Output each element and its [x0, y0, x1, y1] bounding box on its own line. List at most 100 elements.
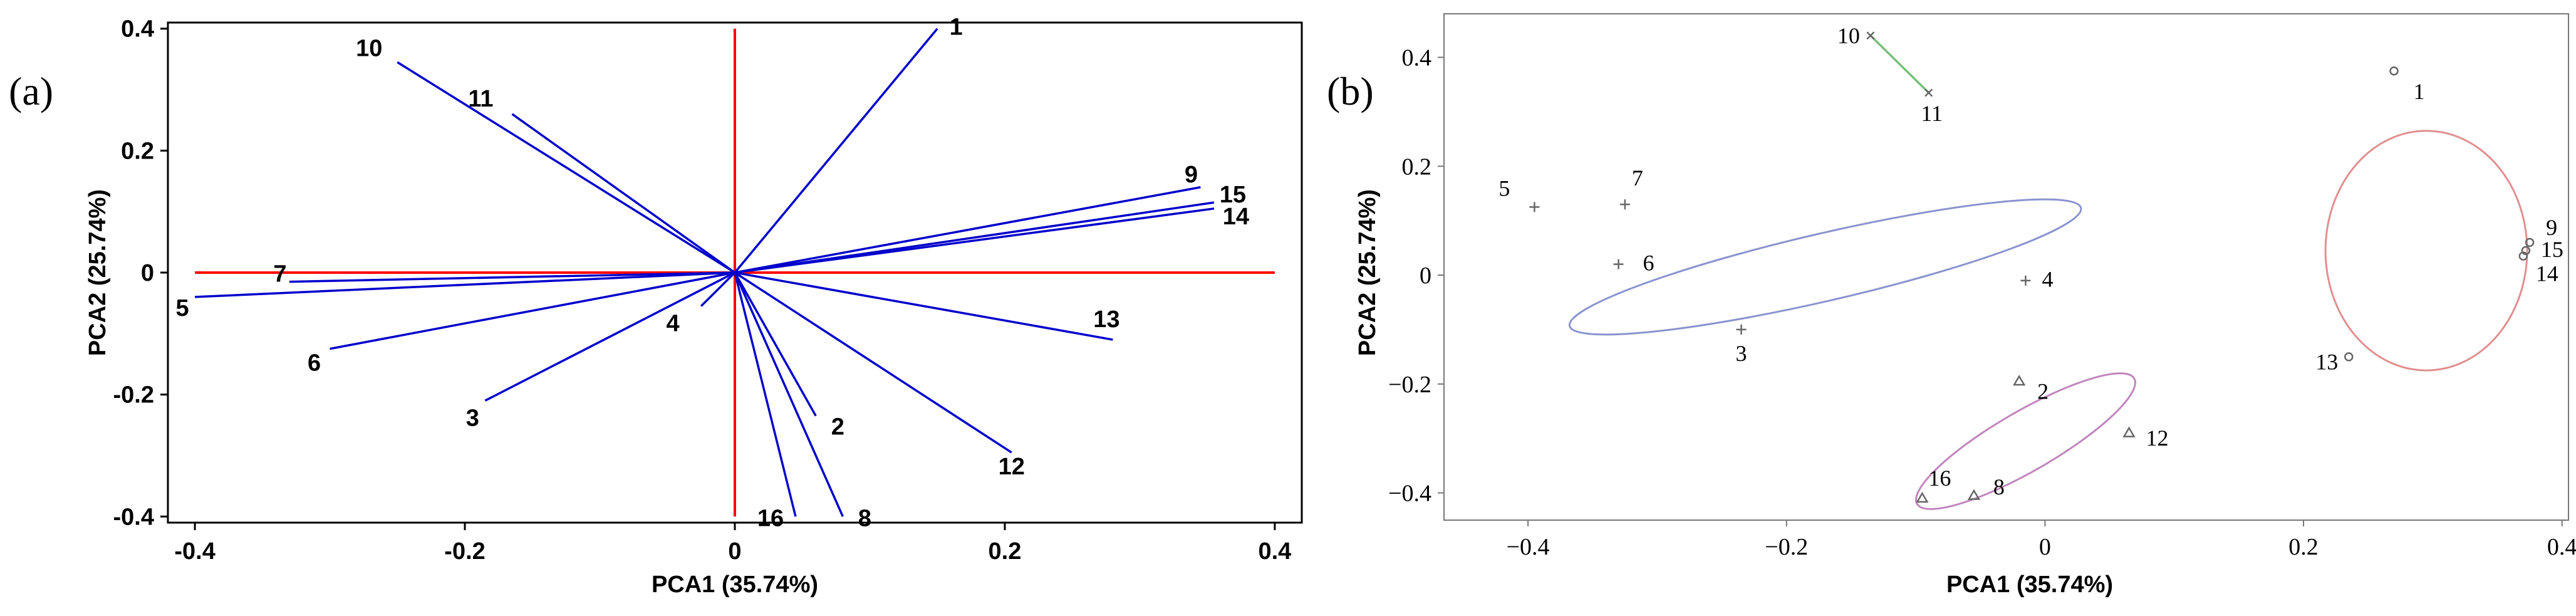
sample-point-9 [2525, 238, 2535, 248]
sample-label-16: 16 [1928, 466, 1951, 491]
loading-label-11: 11 [468, 86, 493, 112]
panel-b-y-tick-label: 0.4 [1402, 45, 1432, 71]
panel-a-x-tick-label: 0 [728, 538, 741, 565]
panel-b-group-ellipses [1568, 34, 2528, 510]
loading-label-6: 6 [308, 350, 321, 377]
sample-label-6: 6 [1643, 251, 1654, 276]
loading-label-16: 16 [757, 505, 784, 531]
loading-vector-13 [734, 271, 1113, 341]
cluster-link-group-green [1869, 34, 1929, 94]
panel-a-x-tick-label: 0.4 [1258, 538, 1291, 565]
sample-point-4 [2020, 275, 2031, 286]
panel-a-y-axis-title: PCA2 (25.74%) [85, 189, 111, 356]
loading-vector-1 [734, 28, 938, 274]
panel-b-y-axis-title: PCA2 (25.74%) [1354, 189, 1381, 356]
loading-vector-10 [397, 61, 735, 274]
sample-point-11 [1924, 88, 1933, 97]
panel-b-x-tick-label: 0.2 [2288, 534, 2319, 560]
panel-b-y-ticks: −0.4 −0.2 0 0.2 0.4 [1388, 45, 1444, 507]
loading-vector-9 [734, 186, 1201, 274]
sample-label-12: 12 [2146, 425, 2169, 451]
loading-label-8: 8 [858, 505, 871, 531]
loading-label-3: 3 [466, 405, 479, 431]
loading-label-4: 4 [667, 311, 680, 337]
panel-a-y-tick-label: -0.4 [113, 504, 154, 530]
sample-point-10 [1866, 31, 1875, 40]
sample-label-3: 3 [1736, 341, 1747, 366]
loading-label-2: 2 [831, 414, 844, 441]
sample-label-14: 14 [2536, 261, 2558, 286]
sample-label-15: 15 [2541, 237, 2563, 262]
panel-b-y-tick-label: −0.4 [1388, 481, 1431, 507]
sample-label-8: 8 [1993, 474, 2005, 499]
panel-a-x-ticks: -0.4 -0.2 0 0.2 0.4 [174, 523, 1291, 565]
cluster-ellipse-group-red [2324, 130, 2528, 372]
loading-vector-3 [484, 271, 735, 402]
panel-b-plot-frame [1443, 13, 2569, 521]
sample-point-1 [2389, 66, 2399, 76]
loading-vector-4 [700, 271, 736, 307]
sample-label-10: 10 [1837, 23, 1860, 48]
panel-a-label: (a) [9, 69, 53, 113]
panel-b-x-tick-label: 0 [2039, 534, 2051, 560]
sample-point-16 [1916, 491, 1929, 503]
panel-a-x-tick-label: -0.4 [174, 538, 215, 565]
sample-point-13 [2344, 352, 2354, 362]
cluster-ellipse-group-magenta [1914, 372, 2136, 510]
sample-label-4: 4 [2042, 267, 2053, 292]
loading-vector-8 [734, 272, 844, 517]
sample-point-12 [2122, 426, 2136, 437]
panel-a-y-tick-label: 0 [141, 260, 154, 286]
panel-a-y-tick-label: 0.4 [121, 16, 154, 43]
loading-vector-5 [195, 271, 735, 298]
sample-point-8 [1967, 489, 1981, 500]
panel-b-y-tick-label: 0.2 [1402, 154, 1432, 180]
panel-a-x-tick-label: 0.2 [989, 538, 1022, 565]
loading-vector-6 [330, 271, 735, 350]
loading-label-5: 5 [176, 295, 189, 321]
sample-point-5 [1529, 202, 1540, 212]
sample-point-6 [1613, 259, 1624, 269]
loading-label-10: 10 [356, 35, 382, 61]
sample-point-2 [2012, 374, 2026, 386]
loading-vector-11 [511, 113, 736, 274]
loading-label-9: 9 [1185, 162, 1198, 188]
sample-label-9: 9 [2546, 215, 2557, 240]
loading-vector-15 [734, 201, 1215, 274]
cluster-ellipse-group-blue [1568, 198, 2082, 336]
loading-vector-7 [289, 271, 735, 283]
panel-a-y-ticks: -0.4 -0.2 0 0.2 0.4 [113, 16, 168, 530]
panel-b-x-axis-title: PCA1 (35.74%) [1946, 572, 2113, 598]
loading-label-1: 1 [950, 14, 963, 41]
sample-point-3 [1736, 324, 1747, 335]
sample-point-15 [2521, 246, 2531, 256]
panel-b-y-tick-label: −0.2 [1388, 372, 1431, 398]
sample-point-7 [1619, 199, 1630, 210]
loading-label-13: 13 [1093, 306, 1119, 333]
sample-label-5: 5 [1498, 175, 1510, 201]
panel-b-x-tick-label: −0.2 [1765, 534, 1808, 560]
panel-a-y-tick-label: -0.2 [113, 382, 154, 409]
sample-label-11: 11 [1921, 101, 1943, 126]
panel-b-x-tick-label: 0.4 [2547, 534, 2576, 560]
panel-b-label: (b) [1327, 69, 1374, 113]
panel-a-x-tick-label: -0.2 [444, 538, 485, 565]
sample-label-2: 2 [2037, 378, 2049, 404]
loading-label-12: 12 [999, 454, 1025, 480]
sample-label-13: 13 [2315, 349, 2338, 374]
sample-label-1: 1 [2413, 79, 2424, 104]
loading-label-14: 14 [1223, 204, 1249, 230]
panel-b-x-ticks: −0.4 −0.2 0 0.2 0.4 [1507, 520, 2576, 560]
sample-label-7: 7 [1632, 165, 1643, 191]
panel-b-points [1529, 31, 2535, 503]
panel-a-vectors [195, 28, 1215, 517]
panel-b-x-tick-label: −0.4 [1507, 534, 1550, 560]
loading-vector-16 [734, 272, 797, 517]
loading-label-7: 7 [273, 261, 286, 288]
